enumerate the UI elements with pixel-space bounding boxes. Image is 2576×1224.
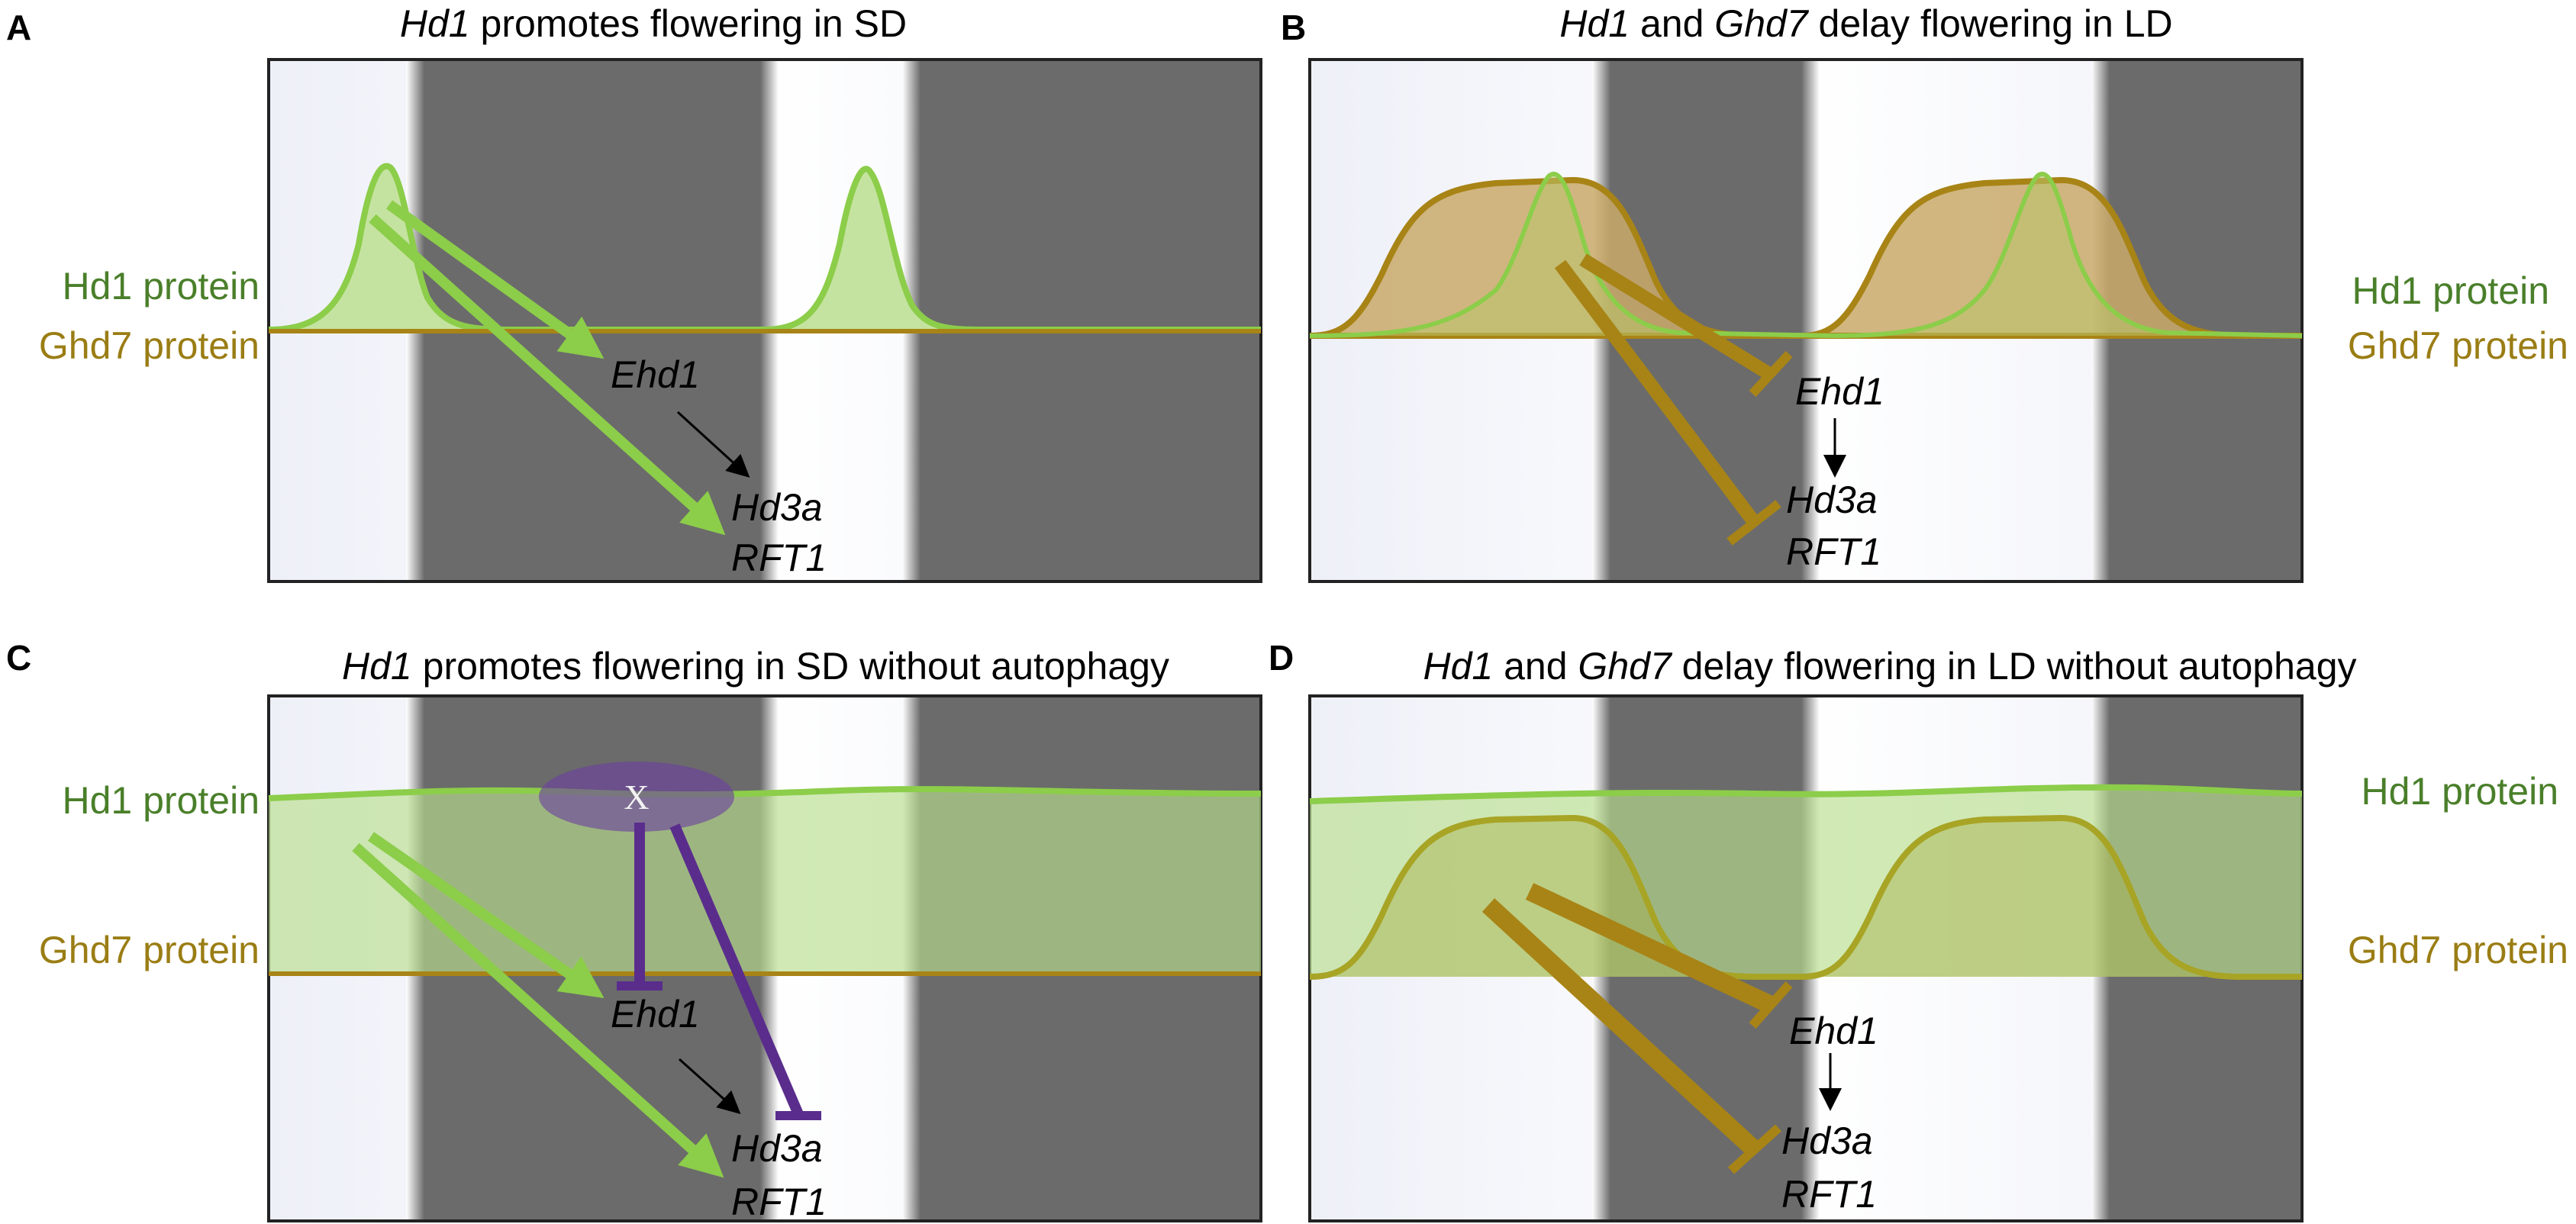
panel-b: B Hd1 and Ghd7 delay flowering in LD Hd1… — [1281, 2, 2568, 583]
ehd1-to-hd3a-arrow-a — [676, 411, 750, 478]
panel-d-title-mid: and — [1493, 645, 1578, 688]
ghd7-represses-ehd1-tbar-d — [1749, 981, 1793, 1029]
ghd7-protein-label-c: Ghd7 protein — [39, 929, 260, 971]
panel-c: C Hd1 promotes flowering in SD without a… — [6, 638, 1262, 1223]
gene-hd3a-d: Hd3a — [1781, 1119, 1873, 1162]
hd1-protein-band-d — [1310, 787, 2302, 977]
ghd7-represses-ehd1-tbar-b — [1749, 350, 1793, 398]
panel-d-title: Hd1 and Ghd7 delay flowering in LD witho… — [1423, 645, 2356, 688]
hd1-protein-curve-b — [1309, 172, 2303, 339]
panel-c-title-rest: promotes flowering in SD without autopha… — [412, 645, 1169, 688]
unknown-repressor-x-label: X — [624, 778, 649, 817]
ghd7-represses-hd3a-bar-b — [1554, 259, 1760, 527]
x-represses-hd3a-bar-c — [669, 823, 804, 1116]
gene-ehd1-c: Ehd1 — [611, 993, 700, 1036]
panel-c-title-italic: Hd1 — [342, 645, 412, 688]
hd1-activates-ehd1-arrow-c — [368, 832, 605, 998]
gene-rft1-c: RFT1 — [731, 1181, 827, 1223]
panel-a: A Hd1 promotes flowering in SD Hd1 prote… — [6, 2, 1262, 583]
panel-a-title-italic: Hd1 — [400, 2, 470, 45]
hd1-protein-label-c: Hd1 protein — [63, 779, 260, 822]
unknown-repressor-x — [539, 762, 734, 832]
panel-d-title-italic1: Hd1 — [1423, 645, 1493, 688]
gene-hd3a-b: Hd3a — [1786, 478, 1878, 521]
hd1-protein-label-b: Hd1 protein — [2352, 269, 2550, 312]
panel-letter-d: D — [1269, 638, 1294, 678]
ghd7-represses-ehd1-bar-b — [1579, 253, 1773, 380]
panel-c-title: Hd1 promotes flowering in SD without aut… — [342, 645, 1169, 688]
panel-a-title: Hd1 promotes flowering in SD — [400, 2, 907, 45]
hd1-protein-line-d — [1309, 784, 2303, 804]
gene-rft1-d: RFT1 — [1781, 1173, 1877, 1216]
panel-d-title-rest: delay flowering in LD without autophagy — [1672, 645, 2357, 688]
gene-hd3a-a: Hd3a — [731, 486, 823, 529]
gene-ehd1-a: Ehd1 — [611, 353, 700, 396]
ghd7-protein-label-b: Ghd7 protein — [2348, 324, 2568, 367]
ghd7-represses-ehd1-bar-d — [1525, 883, 1774, 1013]
ghd7-protein-curve-d — [1309, 814, 2302, 980]
ghd7-protein-label-a: Ghd7 protein — [39, 324, 260, 367]
hd1-activates-hd3a-arrow-c — [352, 842, 724, 1178]
hd1-protein-band-c — [269, 789, 1261, 974]
panel-b-title: Hd1 and Ghd7 delay flowering in LD — [1559, 2, 2172, 45]
ghd7-represses-hd3a-bar-d — [1481, 898, 1761, 1156]
panel-a-title-rest: promotes flowering in SD — [470, 2, 907, 45]
ghd7-protein-label-d: Ghd7 protein — [2348, 929, 2568, 971]
ghd7-represses-hd3a-tbar-b — [1726, 500, 1781, 546]
panel-b-title-mid: and — [1630, 2, 1714, 45]
panel-letter-a: A — [6, 8, 31, 47]
ghd7-represses-hd3a-tbar-d — [1727, 1124, 1782, 1174]
panel-letter-b: B — [1281, 8, 1306, 47]
hd1-protein-label-d: Hd1 protein — [2362, 770, 2559, 813]
gene-ehd1-d: Ehd1 — [1789, 1010, 1878, 1052]
panel-b-title-italic1: Hd1 — [1559, 2, 1630, 45]
hd1-activates-ehd1-arrow-a — [385, 200, 605, 359]
hd1-protein-line-c — [268, 786, 1262, 801]
gene-rft1-b: RFT1 — [1786, 530, 1881, 573]
gene-ehd1-b: Ehd1 — [1795, 370, 1884, 413]
ehd1-to-hd3a-arrow-c — [678, 1058, 741, 1115]
panel-d: D Hd1 and Ghd7 delay flowering in LD wit… — [1269, 638, 2568, 1222]
hd1-protein-label-a: Hd1 protein — [63, 265, 260, 308]
panel-b-title-rest: delay flowering in LD — [1808, 2, 2173, 45]
panel-letter-c: C — [6, 638, 31, 678]
panel-b-title-italic2: Ghd7 — [1714, 2, 1810, 45]
gene-hd3a-c: Hd3a — [731, 1127, 823, 1170]
hd1-activates-hd3a-arrow-a — [369, 214, 726, 536]
panel-d-title-italic2: Ghd7 — [1578, 645, 1673, 688]
gene-rft1-a: RFT1 — [731, 536, 827, 579]
